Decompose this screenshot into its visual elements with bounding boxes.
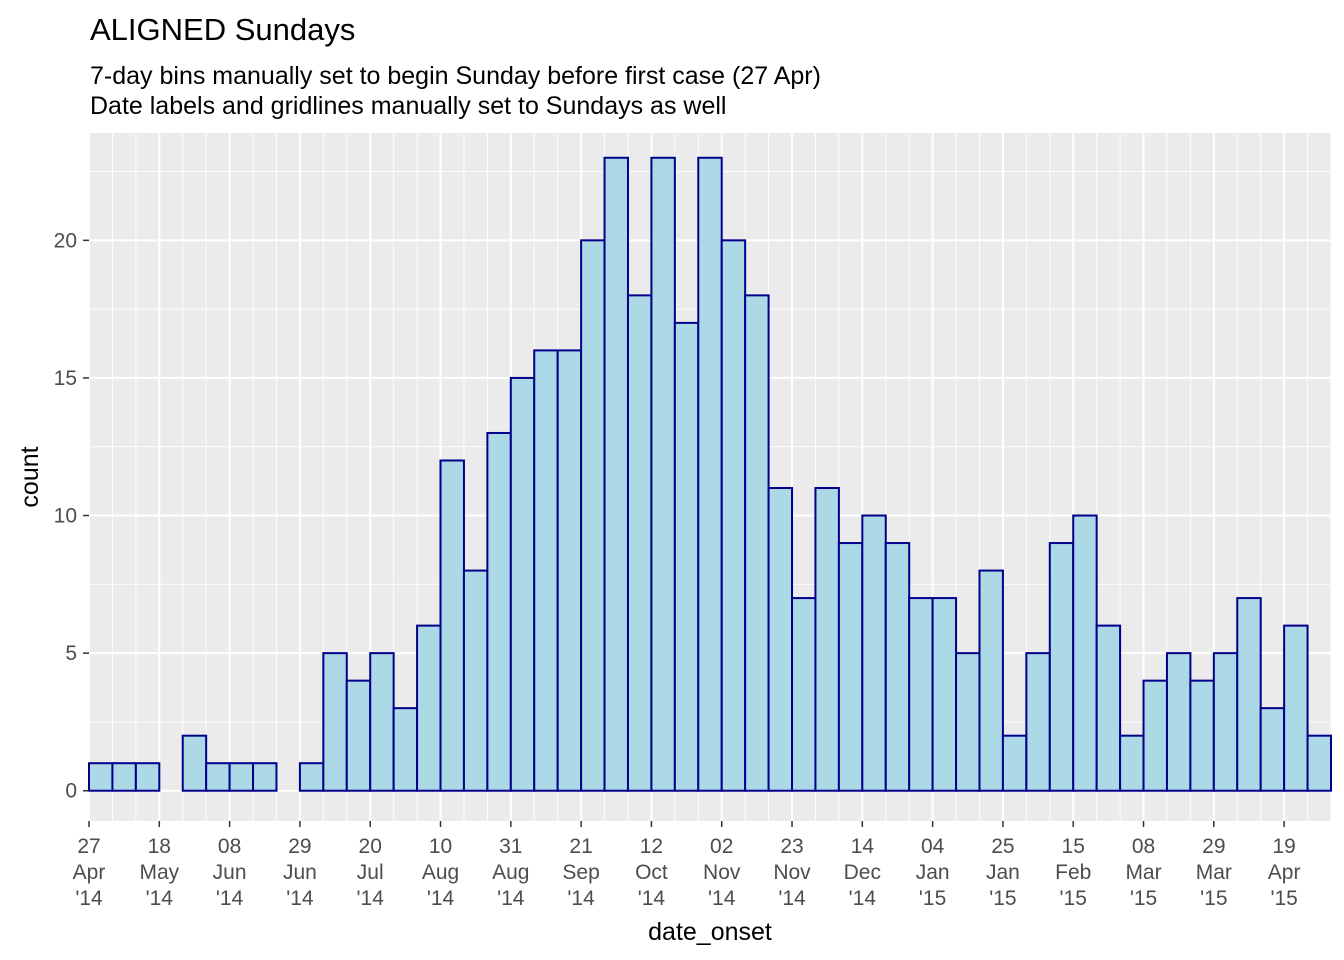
- x-tick-label: 15 Feb '15: [1055, 835, 1091, 910]
- y-tick-label: 5: [65, 642, 77, 665]
- x-tick-label: 21 Sep '14: [562, 835, 599, 910]
- x-tick-label: 14 Dec '14: [844, 835, 881, 910]
- histogram-bar: [533, 349, 559, 792]
- histogram-bar: [580, 239, 606, 792]
- x-tick-label: 23 Nov '14: [773, 835, 811, 910]
- x-axis: 27 Apr '14 18 May '14 08 Jun '14 29 Jun '14 20 Jul '14…: [73, 821, 1301, 910]
- x-tick-label: 29 Jun '14: [283, 835, 317, 910]
- histogram-bar: [1119, 734, 1145, 792]
- histogram-bar: [1189, 679, 1215, 792]
- histogram-bar: [1283, 624, 1309, 792]
- histogram-bar: [744, 294, 770, 792]
- histogram-bar: [720, 239, 747, 792]
- histogram-bar: [486, 431, 512, 792]
- histogram-bar: [1072, 514, 1098, 792]
- y-tick-label: 0: [65, 780, 77, 803]
- histogram-bar: [673, 321, 700, 792]
- histogram-bar: [1001, 734, 1028, 792]
- x-tick-label: 12 Oct '14: [635, 835, 668, 910]
- histogram-bar: [1306, 734, 1333, 792]
- chart-subtitle-line-1: 7-day bins manually set to begin Sunday …: [90, 62, 821, 90]
- histogram-bar: [1259, 707, 1286, 792]
- histogram-bar: [88, 762, 114, 792]
- histogram-bar: [1025, 652, 1051, 792]
- y-tick-label: 10: [54, 505, 77, 528]
- x-tick-label: 20 Jul '14: [357, 835, 385, 910]
- histogram-bar: [134, 762, 161, 792]
- histogram-bar: [955, 652, 981, 792]
- x-tick-label: 18 May '14: [139, 835, 179, 910]
- x-tick-label: 02 Nov '14: [703, 835, 741, 910]
- x-tick-label: 08 Jun '14: [213, 835, 247, 910]
- histogram-bar: [908, 597, 934, 792]
- histogram-bar: [369, 652, 395, 792]
- histogram-bar: [884, 542, 911, 792]
- histogram-bar: [416, 624, 442, 792]
- histogram-bar: [626, 294, 653, 792]
- x-tick-label: 10 Aug '14: [422, 835, 459, 910]
- histogram-bar: [439, 459, 465, 792]
- histogram-bar: [345, 679, 372, 792]
- histogram-bar: [252, 762, 278, 792]
- histogram-bar: [1165, 652, 1192, 792]
- histogram-bar: [205, 762, 231, 792]
- histogram-bar: [181, 734, 208, 792]
- x-tick-label: 31 Aug '14: [492, 835, 529, 910]
- histogram-bar: [861, 514, 887, 792]
- x-axis-title: date_onset: [648, 918, 772, 946]
- x-tick-label: 04 Jan '15: [916, 835, 950, 910]
- histogram-bar: [509, 376, 536, 792]
- histogram-bar: [837, 542, 864, 792]
- histogram-bar: [1048, 542, 1075, 792]
- histogram-bar: [298, 762, 325, 792]
- y-tick-label: 15: [54, 367, 77, 390]
- histogram-bar: [1236, 597, 1262, 792]
- histogram-bar: [697, 156, 723, 792]
- histogram-bar: [767, 487, 794, 792]
- x-tick-label: 27 Apr '14: [73, 835, 106, 910]
- histogram-bar: [392, 707, 419, 792]
- histogram-bar: [462, 569, 489, 792]
- histogram-bar: [322, 652, 348, 792]
- x-tick-label: 08 Mar '15: [1125, 835, 1161, 910]
- histogram-bar: [111, 762, 137, 792]
- bars: [88, 156, 1333, 792]
- x-tick-label: 25 Jan '15: [986, 835, 1020, 910]
- histogram-bar: [650, 156, 676, 792]
- y-tick-label: 20: [54, 229, 77, 252]
- x-tick-label: 29 Mar '15: [1196, 835, 1232, 910]
- histogram-bar: [556, 349, 583, 792]
- histogram-bar: [931, 597, 958, 792]
- chart-subtitle-line-2: Date labels and gridlines manually set t…: [90, 92, 727, 120]
- y-axis: 0 5 10 15 20: [54, 229, 89, 803]
- y-axis-title: count: [16, 446, 44, 507]
- histogram-bar: [978, 569, 1004, 792]
- x-tick-label: 19 Apr '15: [1268, 835, 1301, 910]
- histogram-bar: [791, 597, 817, 792]
- chart-title: ALIGNED Sundays: [90, 12, 356, 47]
- histogram-bar: [603, 156, 629, 792]
- histogram-bar: [1095, 624, 1122, 792]
- histogram-bar: [1142, 679, 1168, 792]
- histogram-bar: [1212, 652, 1239, 792]
- histogram-bar: [814, 487, 840, 792]
- histogram-bar: [228, 762, 255, 792]
